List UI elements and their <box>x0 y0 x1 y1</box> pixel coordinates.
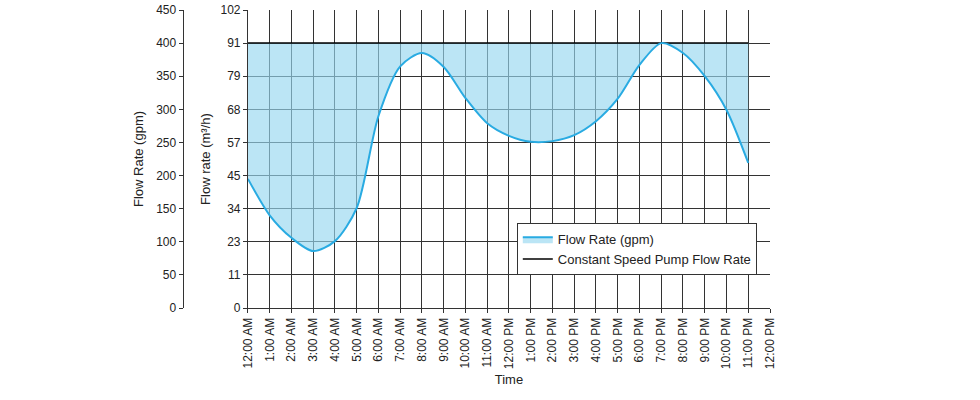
svg-text:6:00 PM: 6:00 PM <box>632 318 646 363</box>
svg-text:102: 102 <box>221 3 241 17</box>
svg-text:11: 11 <box>228 268 241 282</box>
svg-text:0: 0 <box>234 301 241 315</box>
svg-text:3:00 PM: 3:00 PM <box>567 318 581 363</box>
svg-text:9:00 PM: 9:00 PM <box>698 318 712 363</box>
svg-text:8:00 AM: 8:00 AM <box>415 318 429 362</box>
svg-text:12:00 AM: 12:00 AM <box>241 318 255 369</box>
svg-text:11:00 PM: 11:00 PM <box>741 318 755 368</box>
svg-text:12:00 PM: 12:00 PM <box>763 318 777 369</box>
svg-text:9:00 AM: 9:00 AM <box>437 318 451 362</box>
svg-text:2:00 AM: 2:00 AM <box>284 318 298 362</box>
svg-text:23: 23 <box>227 235 241 249</box>
svg-text:Flow Rate (gpm): Flow Rate (gpm) <box>131 111 146 207</box>
svg-text:7:00 PM: 7:00 PM <box>654 318 668 363</box>
svg-text:6:00 AM: 6:00 AM <box>371 318 385 362</box>
svg-text:5:00 AM: 5:00 AM <box>350 318 364 362</box>
svg-text:0: 0 <box>170 301 177 315</box>
svg-text:68: 68 <box>227 103 241 117</box>
svg-text:Flow rate (m³/h): Flow rate (m³/h) <box>198 113 213 205</box>
svg-text:Flow Rate (gpm): Flow Rate (gpm) <box>558 232 654 247</box>
svg-text:91: 91 <box>227 36 241 50</box>
svg-text:57: 57 <box>227 136 241 150</box>
svg-text:12:00 PM: 12:00 PM <box>502 318 516 369</box>
svg-text:300: 300 <box>156 103 176 117</box>
svg-text:Time: Time <box>495 372 523 387</box>
svg-text:3:00 AM: 3:00 AM <box>306 318 320 362</box>
svg-text:7:00 AM: 7:00 AM <box>393 318 407 362</box>
svg-text:34: 34 <box>227 202 241 216</box>
svg-text:350: 350 <box>156 69 176 83</box>
svg-text:100: 100 <box>156 235 176 249</box>
svg-text:4:00 PM: 4:00 PM <box>589 318 603 363</box>
svg-text:1:00 PM: 1:00 PM <box>524 318 538 363</box>
svg-text:1:00 AM: 1:00 AM <box>263 318 277 362</box>
svg-text:Constant Speed Pump Flow Rate: Constant Speed Pump Flow Rate <box>558 252 751 267</box>
svg-text:4:00 AM: 4:00 AM <box>328 318 342 362</box>
svg-text:50: 50 <box>163 268 177 282</box>
svg-text:8:00 PM: 8:00 PM <box>676 318 690 363</box>
svg-text:250: 250 <box>156 136 176 150</box>
svg-text:450: 450 <box>156 3 176 17</box>
svg-text:45: 45 <box>227 169 241 183</box>
svg-text:10:00 AM: 10:00 AM <box>458 318 472 369</box>
svg-text:200: 200 <box>156 169 176 183</box>
svg-text:150: 150 <box>156 202 176 216</box>
svg-text:2:00 PM: 2:00 PM <box>545 318 559 363</box>
svg-text:11:00 AM: 11:00 AM <box>480 318 494 368</box>
svg-text:400: 400 <box>156 36 176 50</box>
svg-text:10:00 PM: 10:00 PM <box>719 318 733 369</box>
svg-text:5:00 PM: 5:00 PM <box>611 318 625 363</box>
svg-text:79: 79 <box>227 69 241 83</box>
